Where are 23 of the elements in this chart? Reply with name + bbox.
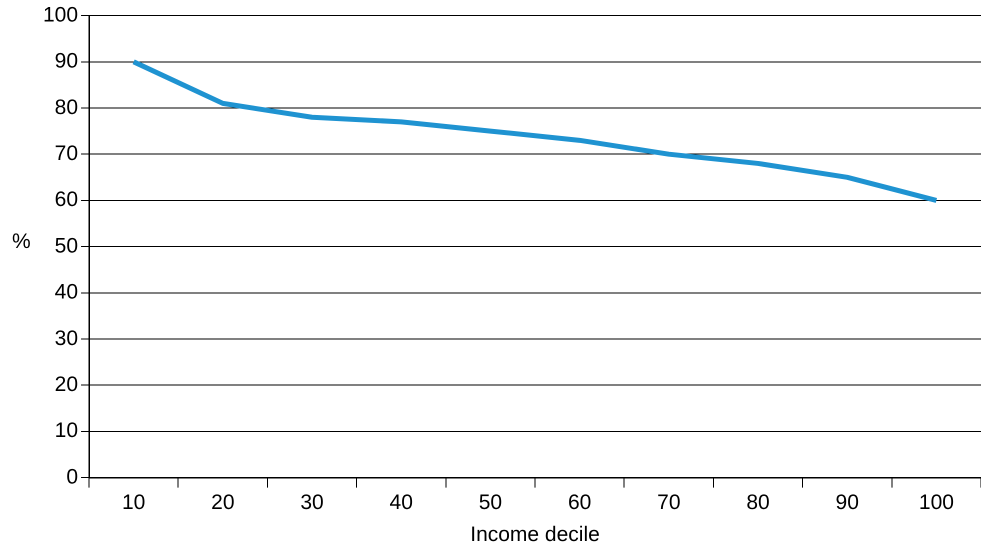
x-tick-label: 50	[478, 490, 502, 514]
x-tick-label: 80	[746, 490, 770, 514]
y-tick-label: 50	[54, 234, 78, 258]
y-tick-label: 60	[54, 188, 78, 212]
y-tick-label: 100	[42, 3, 78, 26]
y-axis-title: %	[12, 230, 31, 254]
y-tick-label: 10	[54, 419, 78, 442]
y-tick-label: 40	[54, 280, 78, 304]
y-tick-label: 90	[54, 50, 78, 73]
x-tick-label: 100	[918, 490, 954, 514]
x-tick-label: 10	[122, 490, 146, 514]
x-tick-label: 60	[568, 490, 592, 514]
x-axis-title: Income decile	[470, 523, 600, 546]
x-tick-label: 20	[211, 490, 235, 514]
x-tick-label: 40	[390, 490, 413, 514]
x-tick-label: 70	[657, 490, 680, 514]
y-tick-label: 70	[54, 142, 78, 165]
x-tick-label: 30	[300, 490, 324, 514]
y-tick-label: 80	[54, 96, 78, 119]
y-tick-label: 0	[66, 465, 78, 488]
y-tick-label: 20	[54, 372, 78, 396]
x-tick-label: 90	[836, 490, 859, 514]
y-tick-label: 30	[54, 326, 78, 350]
